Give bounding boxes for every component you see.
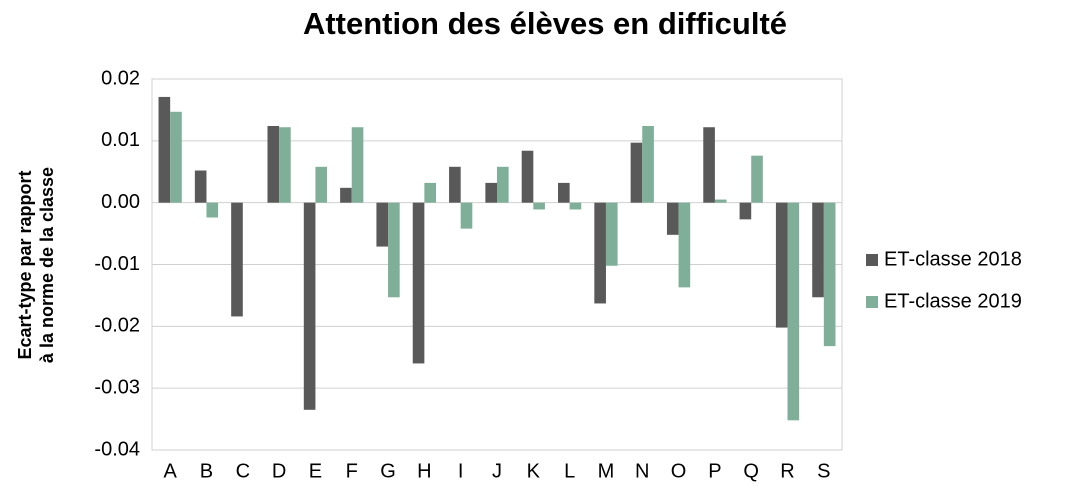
x-tick-label: C <box>236 460 250 482</box>
bar <box>449 166 461 203</box>
bar <box>703 127 715 203</box>
bar <box>376 202 389 247</box>
bar <box>569 202 582 210</box>
y-tick-label: -0.01 <box>94 253 140 275</box>
bar <box>158 96 171 203</box>
legend-swatch <box>866 254 878 266</box>
bar <box>558 182 570 203</box>
bar <box>267 125 280 203</box>
x-tick-label: B <box>200 460 213 482</box>
bar <box>279 127 291 203</box>
x-tick-label: N <box>635 460 649 482</box>
y-tick-label: -0.04 <box>94 438 140 460</box>
y-tick-label: 0.00 <box>101 191 140 213</box>
bar <box>340 187 352 203</box>
bar <box>194 170 207 203</box>
x-tick-label: F <box>346 460 358 482</box>
legend-label: ET-classe 2019 <box>884 290 1022 312</box>
x-tick-label: L <box>564 460 575 482</box>
x-tick-label: M <box>598 460 615 482</box>
plot-border <box>151 78 843 451</box>
bar <box>812 202 824 298</box>
x-tick-label: D <box>272 460 286 482</box>
bar <box>424 182 436 203</box>
y-tick-label: -0.02 <box>94 315 140 337</box>
bar <box>666 202 679 235</box>
bar <box>170 111 182 203</box>
bar <box>206 202 219 218</box>
bar <box>533 202 545 210</box>
bar <box>351 127 364 203</box>
x-tick-label: H <box>417 460 431 482</box>
bar <box>739 202 752 220</box>
legend-swatch <box>866 296 878 308</box>
bar <box>775 202 788 328</box>
bar <box>678 202 691 288</box>
bar <box>460 202 473 229</box>
x-tick-label: G <box>380 460 396 482</box>
bar <box>642 125 654 203</box>
x-tick-label: O <box>671 460 687 482</box>
y-tick-label: 0.02 <box>101 67 140 89</box>
bar <box>605 202 618 266</box>
x-tick-label: R <box>780 460 794 482</box>
y-tick-label: 0.01 <box>101 129 140 151</box>
x-tick-label: K <box>527 460 541 482</box>
bar <box>787 202 800 421</box>
y-axis-label: à la norme de la classe <box>37 167 57 363</box>
bar <box>714 199 727 203</box>
x-tick-label: J <box>492 460 502 482</box>
x-tick-label: Q <box>743 460 759 482</box>
bar <box>630 142 643 203</box>
y-axis-label: Ecart-type par rapport <box>15 170 35 359</box>
bar <box>231 202 243 317</box>
bar <box>412 202 425 364</box>
bar <box>594 202 606 304</box>
bar <box>823 202 836 347</box>
bar <box>521 150 534 203</box>
x-tick-label: P <box>708 460 721 482</box>
x-tick-label: I <box>458 460 464 482</box>
bar <box>497 166 509 203</box>
bar <box>303 202 316 410</box>
bar <box>485 182 497 203</box>
x-tick-label: S <box>817 460 830 482</box>
x-tick-label: E <box>309 460 322 482</box>
x-tick-label: A <box>163 460 177 482</box>
bar <box>315 166 328 203</box>
legend-label: ET-classe 2018 <box>884 248 1022 270</box>
chart-title: Attention des élèves en difficulté <box>303 6 787 41</box>
bar <box>388 202 400 298</box>
bar <box>751 155 763 203</box>
y-tick-label: -0.03 <box>94 376 140 398</box>
